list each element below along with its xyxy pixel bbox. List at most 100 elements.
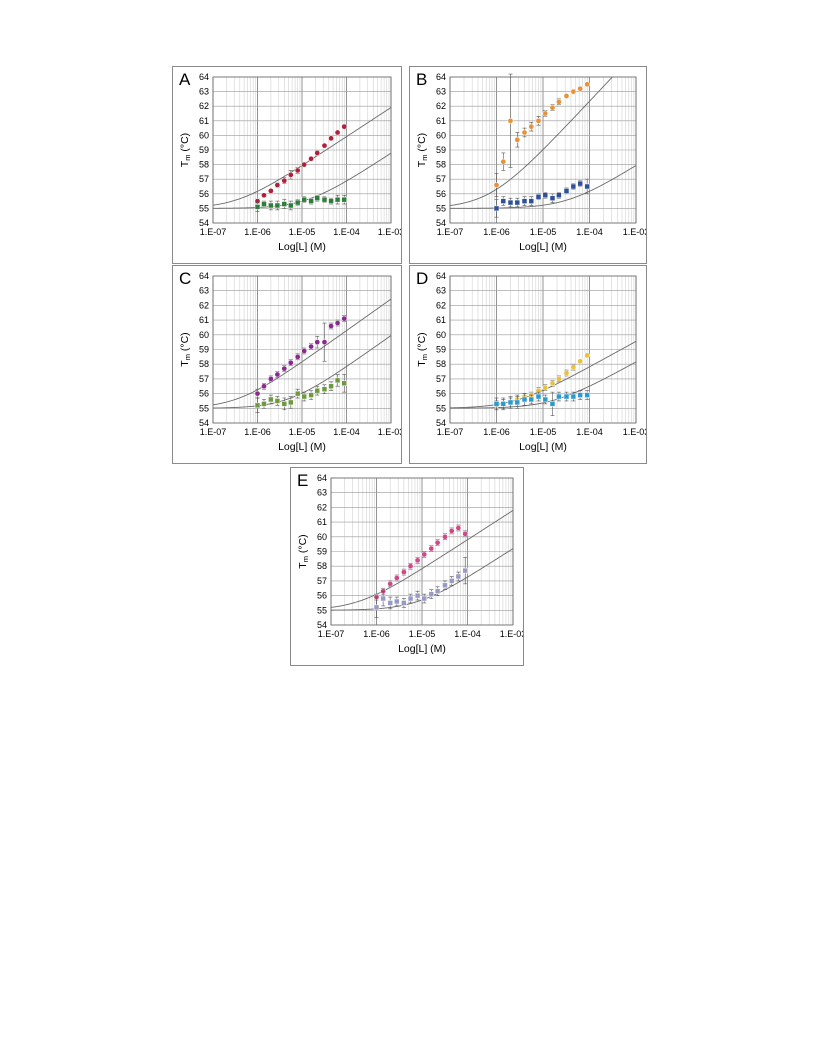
chart-svg-d: D 54 55 56 57 58 59 60 61 62 63 64 1.E-07 1.E-06 1.E-0… (416, 269, 646, 453)
chart-svg-b: B 54 55 56 57 58 59 60 61 62 63 64 1.E-07 1.E-06 1.E-0… (416, 70, 646, 253)
y-tick-label: 59 (436, 345, 446, 355)
chart-panel-d: D 54 55 56 57 58 59 60 61 62 63 64 1.E-07 1.E-06 1.E-0… (409, 265, 647, 464)
data-point (254, 402, 261, 409)
data-point (528, 123, 535, 130)
y-tick-label: 54 (199, 218, 209, 228)
y-tick-label: 63 (199, 87, 209, 97)
data-point (577, 392, 583, 398)
data-point (500, 198, 507, 204)
plot-area (449, 275, 637, 424)
y-tick-label: 60 (436, 330, 446, 340)
y-tick-label: 59 (317, 547, 327, 557)
data-point (556, 98, 562, 105)
data-point (514, 136, 521, 143)
data-point (556, 376, 562, 382)
data-point (294, 167, 301, 174)
panel-label: C (179, 269, 191, 288)
y-tick-label: 64 (199, 72, 209, 82)
data-point (328, 135, 334, 142)
chart-svg-e: E 54 55 56 57 58 59 60 61 62 63 64 1.E-07 1.E-06 1.E-0… (297, 471, 523, 655)
plot-area (330, 477, 514, 626)
chart-panel-e: E 54 55 56 57 58 59 60 61 62 63 64 1.E-07 1.E-06 1.E-0… (290, 467, 524, 666)
data-point (274, 202, 281, 209)
data-point (308, 155, 314, 162)
x-tick-label: 1.E-03 (623, 227, 646, 237)
data-point (334, 320, 341, 326)
x-tick-label: 1.E-04 (454, 629, 481, 639)
y-tick-label: 57 (199, 374, 209, 384)
y-tick-label: 59 (436, 145, 446, 155)
data-point (563, 93, 570, 99)
data-point (308, 343, 314, 350)
x-tick-label: 1.E-05 (289, 227, 316, 237)
data-point (577, 180, 583, 187)
data-point (287, 171, 294, 178)
y-axis-label: Tm (°C) (297, 534, 310, 568)
y-tick-label: 61 (199, 116, 209, 126)
x-tick-label: 1.E-05 (409, 629, 436, 639)
y-tick-label: 54 (199, 418, 209, 428)
data-point (387, 580, 394, 587)
data-point (570, 364, 577, 370)
data-point (268, 376, 274, 382)
chart-svg-a: A 54 55 56 57 58 59 60 61 62 63 64 1.E-07 1.E-06 1.E-0… (179, 70, 401, 253)
x-tick-label: 1.E-06 (363, 629, 390, 639)
fit-curve (213, 335, 391, 409)
x-axis-label: Log[L] (M) (278, 241, 326, 253)
data-point (341, 380, 347, 387)
y-tick-label: 64 (436, 271, 446, 281)
data-point (462, 567, 468, 574)
data-point (556, 192, 562, 199)
data-point (556, 393, 562, 400)
data-point (301, 393, 307, 400)
y-tick-label: 64 (317, 473, 327, 483)
data-point (407, 563, 414, 570)
data-point (563, 393, 570, 400)
data-point (281, 401, 288, 407)
data-point (281, 201, 288, 207)
x-tick-label: 1.E-03 (500, 629, 523, 639)
data-point (507, 199, 514, 206)
data-point (314, 195, 320, 201)
y-tick-label: 54 (436, 418, 446, 428)
data-point (570, 88, 577, 95)
y-tick-label: 56 (199, 389, 209, 399)
plot-area (449, 76, 637, 224)
data-point (434, 588, 441, 594)
data-point (455, 573, 462, 580)
data-point (288, 202, 294, 209)
plot-area (212, 275, 392, 424)
x-tick-label: 1.E-04 (576, 427, 603, 437)
data-point (321, 142, 328, 149)
fit-curve (331, 510, 513, 608)
y-tick-label: 63 (436, 87, 446, 97)
data-point (274, 398, 281, 404)
data-point (421, 595, 427, 602)
data-point (493, 205, 500, 212)
x-axis-label: Log[L] (M) (398, 643, 446, 655)
data-point (528, 198, 535, 204)
data-point (314, 387, 320, 394)
data-point (535, 393, 542, 400)
y-tick-label: 58 (436, 160, 446, 170)
data-point (328, 383, 334, 389)
y-tick-label: 62 (317, 502, 327, 512)
data-point (314, 339, 321, 346)
data-point (448, 528, 455, 534)
data-point (542, 110, 549, 117)
y-tick-label: 55 (317, 605, 327, 615)
data-point (274, 371, 281, 378)
data-point (414, 557, 421, 564)
panel-label: D (416, 269, 428, 288)
data-point (261, 383, 267, 390)
data-point (288, 399, 294, 406)
panel-label: E (297, 471, 308, 490)
data-point (414, 592, 421, 599)
data-point (542, 192, 549, 199)
data-point (301, 161, 308, 168)
data-point (274, 182, 281, 188)
data-point (261, 201, 267, 207)
data-point (549, 104, 556, 111)
data-point (261, 192, 267, 199)
y-tick-label: 60 (317, 532, 327, 542)
